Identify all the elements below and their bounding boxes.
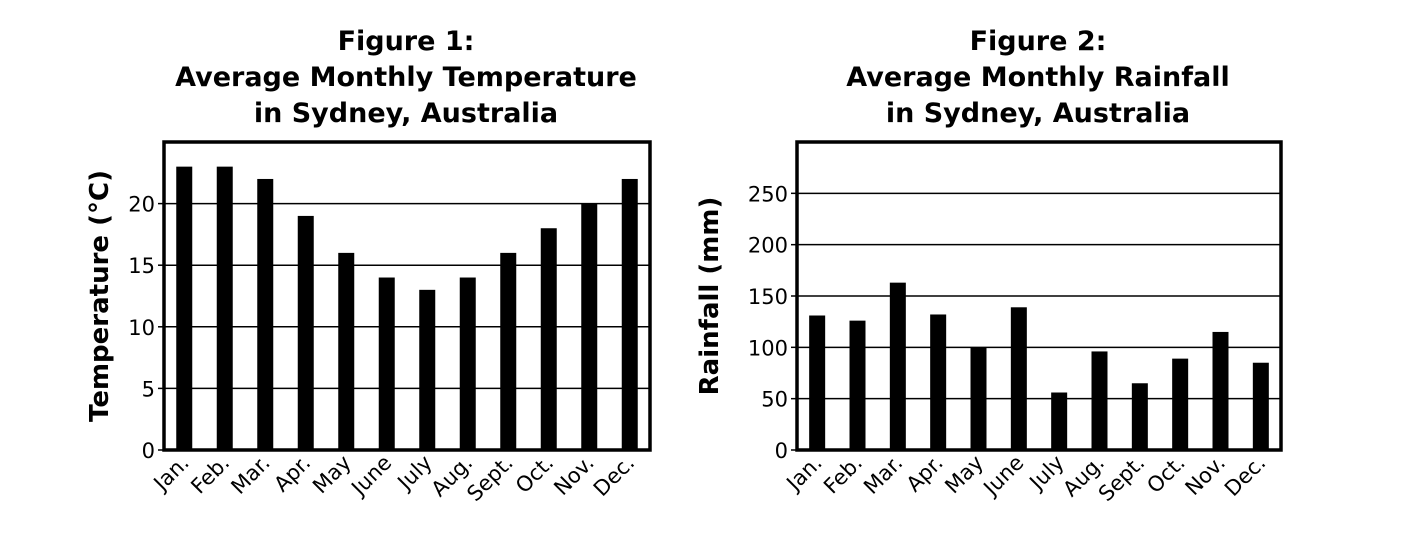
bar-sept [500,252,517,450]
bar-oct [540,228,557,450]
x-tick-label: Feb. [186,451,234,499]
x-tick-label: Mar. [226,451,274,499]
x-tick-label: Dec. [589,451,639,501]
x-tick-label: Apr. [269,451,315,497]
x-tick-label: Oct. [511,451,558,498]
bar-apr [297,215,314,450]
bar-oct [1172,358,1189,450]
bar-mar [257,178,274,450]
y-tick-label: 100 [748,336,788,360]
x-tick-label: Nov. [1181,451,1231,501]
x-tick-label: Sept. [1094,451,1150,507]
x-tick-label: Mar. [859,451,907,499]
y-axis-label: Temperature (°C) [85,170,115,422]
x-tick-label: June [978,451,1029,502]
chart-1: Figure 1: Average Monthly Temperature in S… [85,26,652,507]
y-tick-label: 150 [748,285,788,309]
bar-aug [459,277,476,450]
bar-may [970,347,987,450]
bar-may [338,252,355,450]
x-tick-label: Apr. [902,451,948,497]
chart-title-line: in Sydney, Australia [254,98,558,129]
y-axis-label: Rainfall (mm) [695,197,725,396]
bar-aug [1091,351,1108,450]
plot-frame [795,140,1283,452]
y-tick-label: 200 [748,234,788,258]
chart-title-line: Figure 1: [338,26,475,57]
bar-nov [581,203,598,450]
x-tick-label: Feb. [819,451,867,499]
bar-feb [849,320,866,450]
x-tick-label: May [940,451,988,499]
x-tick-label: May [308,451,356,499]
y-tick-label: 0 [142,439,155,463]
bar-june [378,277,395,450]
chart-2: Figure 2: Average Monthly Rainfall in Sydn… [695,26,1283,507]
chart-title-line: Average Monthly Temperature [175,62,637,93]
chart-title-line: in Sydney, Australia [886,98,1190,129]
bar-nov [1212,331,1229,450]
y-tick-label: 250 [748,182,788,206]
bar-dec [621,178,638,450]
bar-mar [889,282,906,450]
chart-title-line: Figure 2: [970,26,1107,57]
bar-jan [176,166,193,450]
y-tick-label: 10 [128,316,155,340]
y-tick-label: 0 [775,439,788,463]
y-tick-label: 15 [128,254,155,278]
y-tick-label: 20 [128,193,155,217]
x-tick-label: Dec. [1220,451,1270,501]
bar-dec [1252,362,1269,450]
bar-apr [930,314,947,450]
x-tick-label: Nov. [549,451,599,501]
bar-sept [1131,383,1148,450]
bar-july [419,289,436,450]
chart-title-line: Average Monthly Rainfall [846,62,1229,93]
x-tick-label: Sept. [462,451,518,507]
plot-frame [162,140,652,452]
bar-feb [216,166,233,450]
x-tick-label: June [346,451,397,502]
bar-jan [809,315,826,450]
y-tick-label: 50 [761,388,788,412]
x-tick-label: Oct. [1142,451,1189,498]
bar-july [1051,392,1068,450]
bar-june [1010,307,1027,450]
y-tick-label: 5 [142,377,155,401]
